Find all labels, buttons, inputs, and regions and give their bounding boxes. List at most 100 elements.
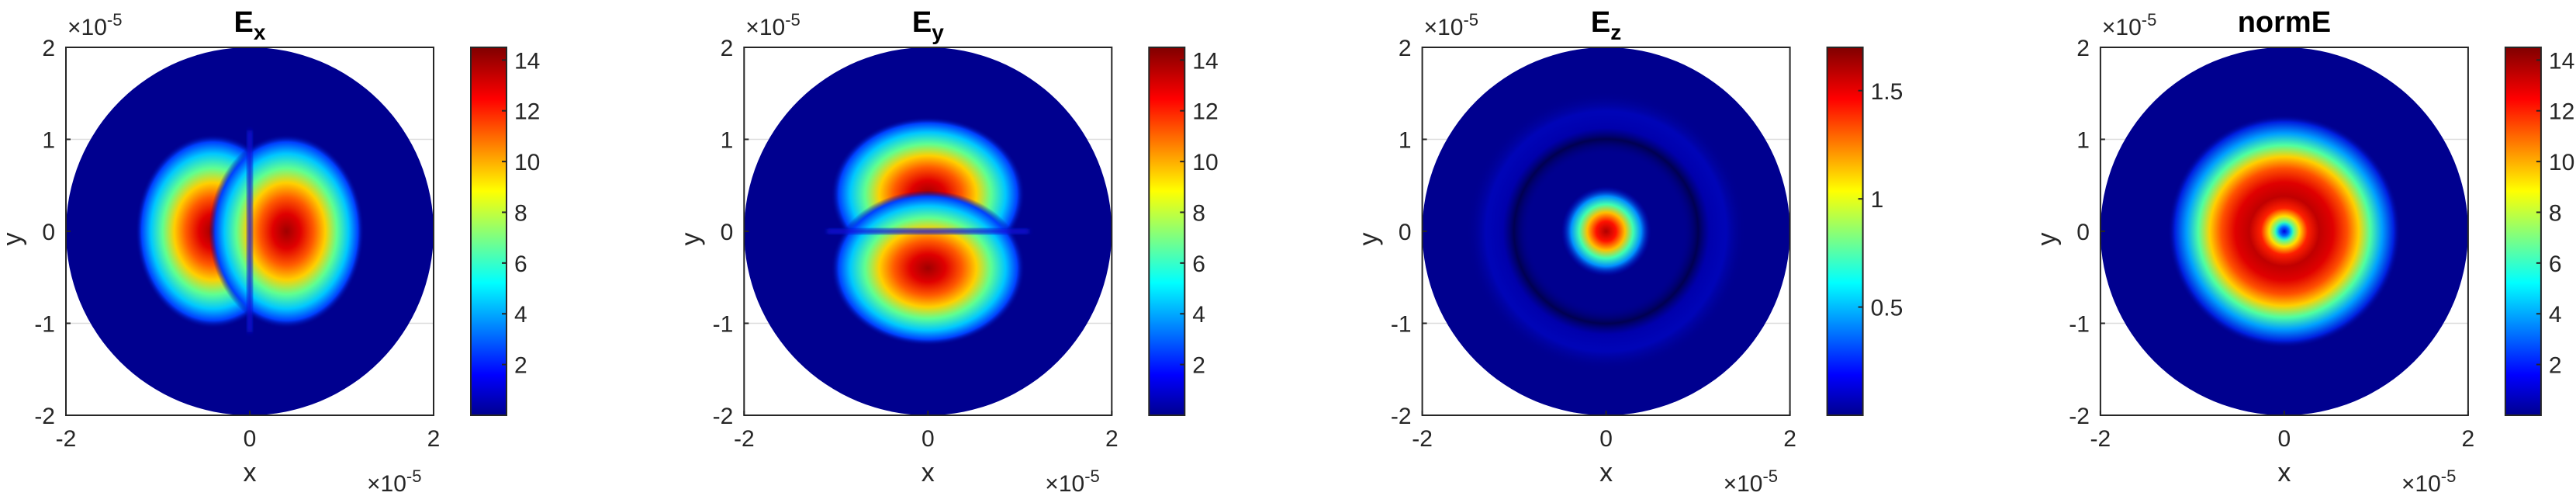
colorbar-tick-label: 4 — [1192, 302, 1205, 328]
colorbar-tick-label: 10 — [514, 150, 540, 175]
y-axis-label: y — [0, 233, 27, 246]
x-axis-label: x — [244, 458, 257, 487]
colorbar-tick-label: 0.5 — [1871, 296, 1903, 321]
panel-title: Ex — [234, 6, 266, 44]
x-tick-label: -2 — [2090, 426, 2111, 452]
colorbar-tick-label: 1 — [1871, 187, 1884, 213]
x-tick-label: 0 — [921, 426, 935, 452]
y-tick-label: -1 — [34, 312, 55, 338]
colorbar-tick-label: 2 — [514, 353, 527, 379]
y-exponent-label: ×10-5 — [1424, 10, 1478, 40]
colorbar — [2505, 47, 2541, 415]
y-axis-label: y — [1354, 233, 1384, 246]
x-axis-label: x — [921, 458, 935, 487]
lobe-right — [209, 134, 365, 328]
colorbar-frame — [1148, 47, 1186, 416]
colorbar-tick-label: 8 — [2549, 200, 2562, 226]
colorbar-tick-label: 10 — [2549, 150, 2574, 175]
colorbar-tick-label: 14 — [2549, 48, 2574, 74]
colorbar-tick-label: 8 — [514, 200, 527, 226]
y-tick-label: -2 — [34, 404, 55, 429]
x-exponent-label: ×10-5 — [1045, 467, 1099, 496]
colorbar-frame — [2504, 47, 2542, 416]
y-tick-label: -2 — [713, 404, 734, 429]
center-spot — [1561, 186, 1651, 276]
colorbar-tick-label: 6 — [1192, 251, 1205, 277]
y-tick-label: 0 — [2076, 220, 2090, 245]
x-tick-label: 0 — [2278, 426, 2291, 452]
panel-3: -2 0 2 2 1 0 -1 -2 x y ×10-5 ×10-5 Ez 1.5 1 0.5 — [1354, 6, 1903, 496]
x-exponent-label: ×10-5 — [367, 467, 421, 496]
colorbar-tick-label: 4 — [2549, 302, 2562, 328]
x-tick-label: 0 — [1599, 426, 1613, 452]
colorbar-tick-label: 12 — [514, 99, 540, 125]
y-exponent-label: ×10-5 — [2102, 10, 2156, 40]
y-tick-label: 0 — [1399, 220, 1412, 245]
y-tick-label: 1 — [2076, 128, 2090, 154]
x-tick-label: -2 — [56, 426, 77, 452]
colorbar-tick-label: 12 — [1192, 99, 1218, 125]
y-tick-label: 0 — [721, 220, 734, 245]
colorbar-tick-label: 6 — [2549, 251, 2562, 277]
colorbar-tick-label: 1.5 — [1871, 79, 1903, 105]
field-pattern — [135, 130, 365, 332]
colorbar-frame — [1826, 47, 1864, 416]
colorbar — [1149, 47, 1185, 415]
y-tick-label: -2 — [1391, 404, 1412, 429]
y-tick-label: 2 — [1399, 36, 1412, 61]
y-tick-label: -1 — [1391, 312, 1412, 338]
field-pattern — [2167, 115, 2401, 348]
colorbar-tick-label: 4 — [514, 302, 527, 328]
null-line — [827, 229, 1029, 234]
panel-title: normE — [2238, 6, 2331, 39]
colorbar-tick-label: 14 — [1192, 48, 1218, 74]
null-line — [247, 130, 252, 332]
colorbar — [471, 47, 507, 415]
panel-title: Ez — [1591, 6, 1621, 44]
x-exponent-label: ×10-5 — [1724, 467, 1778, 496]
y-tick-label: 2 — [721, 36, 734, 61]
y-axis-label: y — [2032, 233, 2062, 246]
x-tick-label: -2 — [1412, 426, 1433, 452]
y-tick-label: 1 — [42, 128, 55, 154]
colorbar-tick-label: 2 — [2549, 353, 2562, 379]
y-exponent-label: ×10-5 — [745, 10, 800, 40]
y-tick-label: 0 — [42, 220, 55, 245]
y-tick-label: 1 — [1399, 128, 1412, 154]
x-tick-label: 2 — [2462, 426, 2475, 452]
x-tick-label: 2 — [1783, 426, 1796, 452]
colorbar-tick-label: 12 — [2549, 99, 2574, 125]
y-tick-label: 2 — [2076, 36, 2090, 61]
colorbar-tick-label: 2 — [1192, 353, 1205, 379]
y-tick-label: -1 — [2069, 312, 2090, 338]
field-pattern — [827, 116, 1029, 346]
x-tick-label: 2 — [1105, 426, 1119, 452]
x-tick-label: -2 — [734, 426, 755, 452]
colorbar — [1827, 47, 1863, 415]
y-tick-label: -2 — [2069, 404, 2090, 429]
y-tick-label: 1 — [721, 128, 734, 154]
y-exponent-label: ×10-5 — [67, 10, 122, 40]
colorbar-frame — [470, 47, 507, 416]
lobe-bottom — [831, 190, 1025, 346]
panel-title: Ey — [912, 6, 944, 44]
x-exponent-label: ×10-5 — [2401, 467, 2456, 496]
x-tick-label: 2 — [427, 426, 441, 452]
field-pattern — [1466, 92, 1746, 371]
center-dot — [2274, 222, 2294, 241]
y-axis-label: y — [676, 233, 705, 246]
y-tick-label: -1 — [713, 312, 734, 338]
x-tick-label: 0 — [244, 426, 257, 452]
colorbar-tick-label: 10 — [1192, 150, 1218, 175]
x-axis-label: x — [2277, 458, 2291, 487]
colorbar-tick-label: 6 — [514, 251, 527, 277]
colorbar-tick-label: 8 — [1192, 200, 1205, 226]
colorbar-tick-label: 14 — [514, 48, 540, 74]
x-axis-label: x — [1599, 458, 1613, 487]
y-tick-label: 2 — [42, 36, 55, 61]
